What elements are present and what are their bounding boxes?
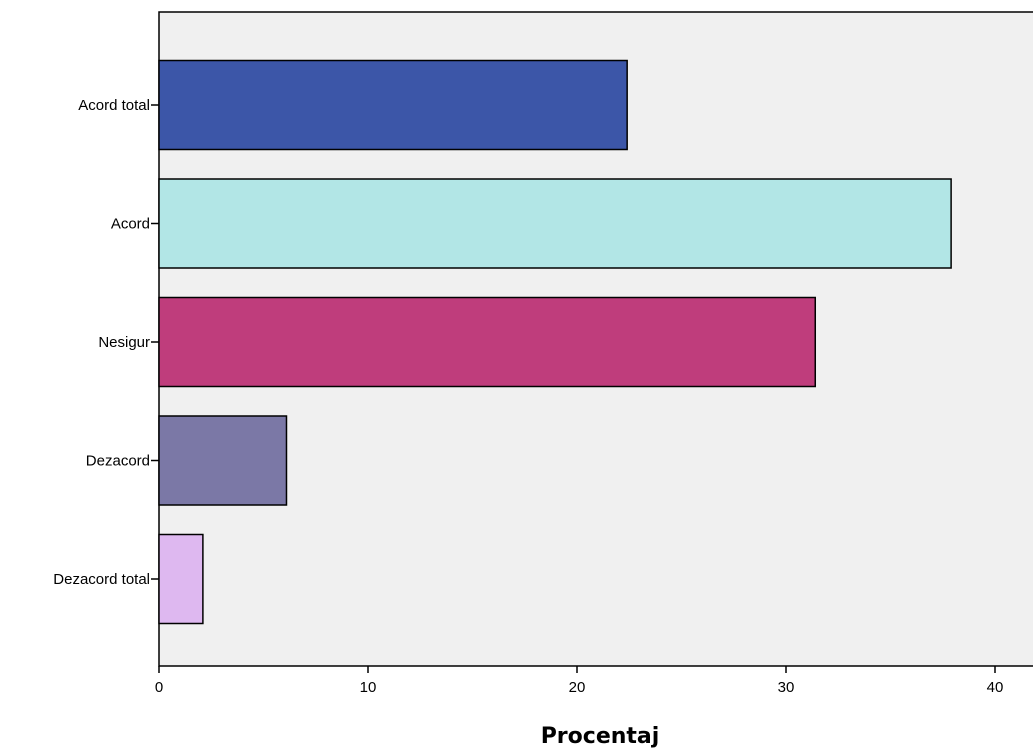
bars-group xyxy=(158,59,952,625)
x-tick-label: 30 xyxy=(778,679,795,696)
x-axis-title: Procentaj xyxy=(541,724,660,749)
x-axis: 0 10 20 30 40 xyxy=(155,666,1004,696)
bar xyxy=(158,415,288,506)
y-tick-label: Dezacord xyxy=(86,453,150,470)
bar xyxy=(158,296,817,388)
x-tick-label: 40 xyxy=(987,679,1004,696)
y-tick-label: Nesigur xyxy=(98,334,150,351)
x-tick-label: 10 xyxy=(360,679,377,696)
bar xyxy=(158,59,628,151)
x-tick-label: 0 xyxy=(155,679,163,696)
bar xyxy=(158,178,952,269)
y-tick-label: Acord total xyxy=(78,97,150,114)
bar xyxy=(158,533,204,625)
y-tick-label: Dezacord total xyxy=(53,571,150,588)
x-tick-label: 20 xyxy=(569,679,586,696)
y-axis: Acord total Acord Nesigur Dezacord Dezacord … xyxy=(53,97,159,588)
y-tick-label: Acord xyxy=(111,216,150,233)
